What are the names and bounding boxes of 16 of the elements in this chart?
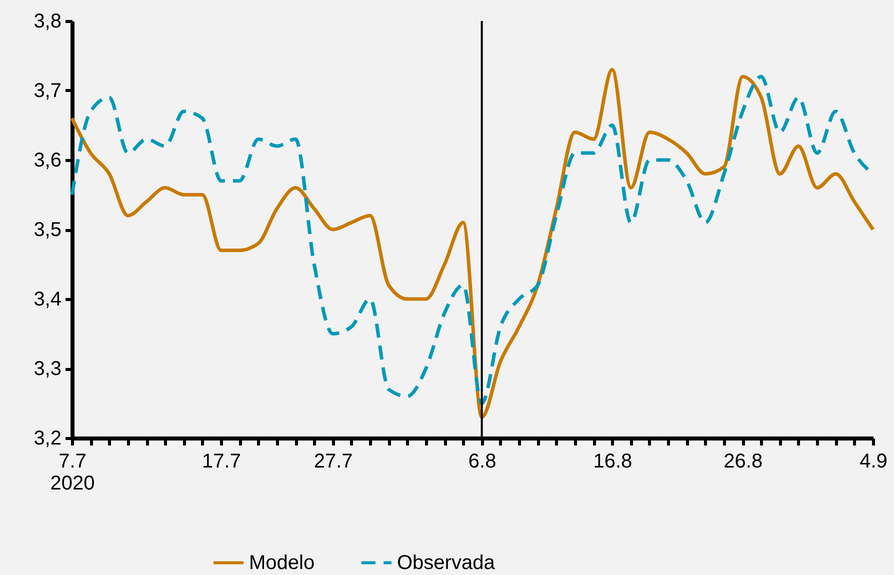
x-tick-label: 4.9 [860,450,888,472]
x-tick-label: 26.8 [724,450,763,472]
y-tick-label: 3,8 [34,10,62,32]
y-tick-label: 3,4 [34,288,62,310]
y-tick-label: 3,6 [34,150,62,172]
legend-label: Modelo [249,552,315,574]
y-tick-label: 3,2 [34,428,62,450]
y-tick-label: 3,7 [34,80,62,102]
y-tick-label: 3,5 [34,219,62,241]
legend-label: Observada [397,552,496,574]
x-tick-label: 17.7 [202,450,241,472]
x-tick-label: 6.8 [468,450,496,472]
x-tick-label: 7.7 2020 [50,450,95,494]
y-tick-label: 3,3 [34,358,62,380]
x-tick-label: 27.7 [314,450,353,472]
x-tick-label: 16.8 [593,450,632,472]
